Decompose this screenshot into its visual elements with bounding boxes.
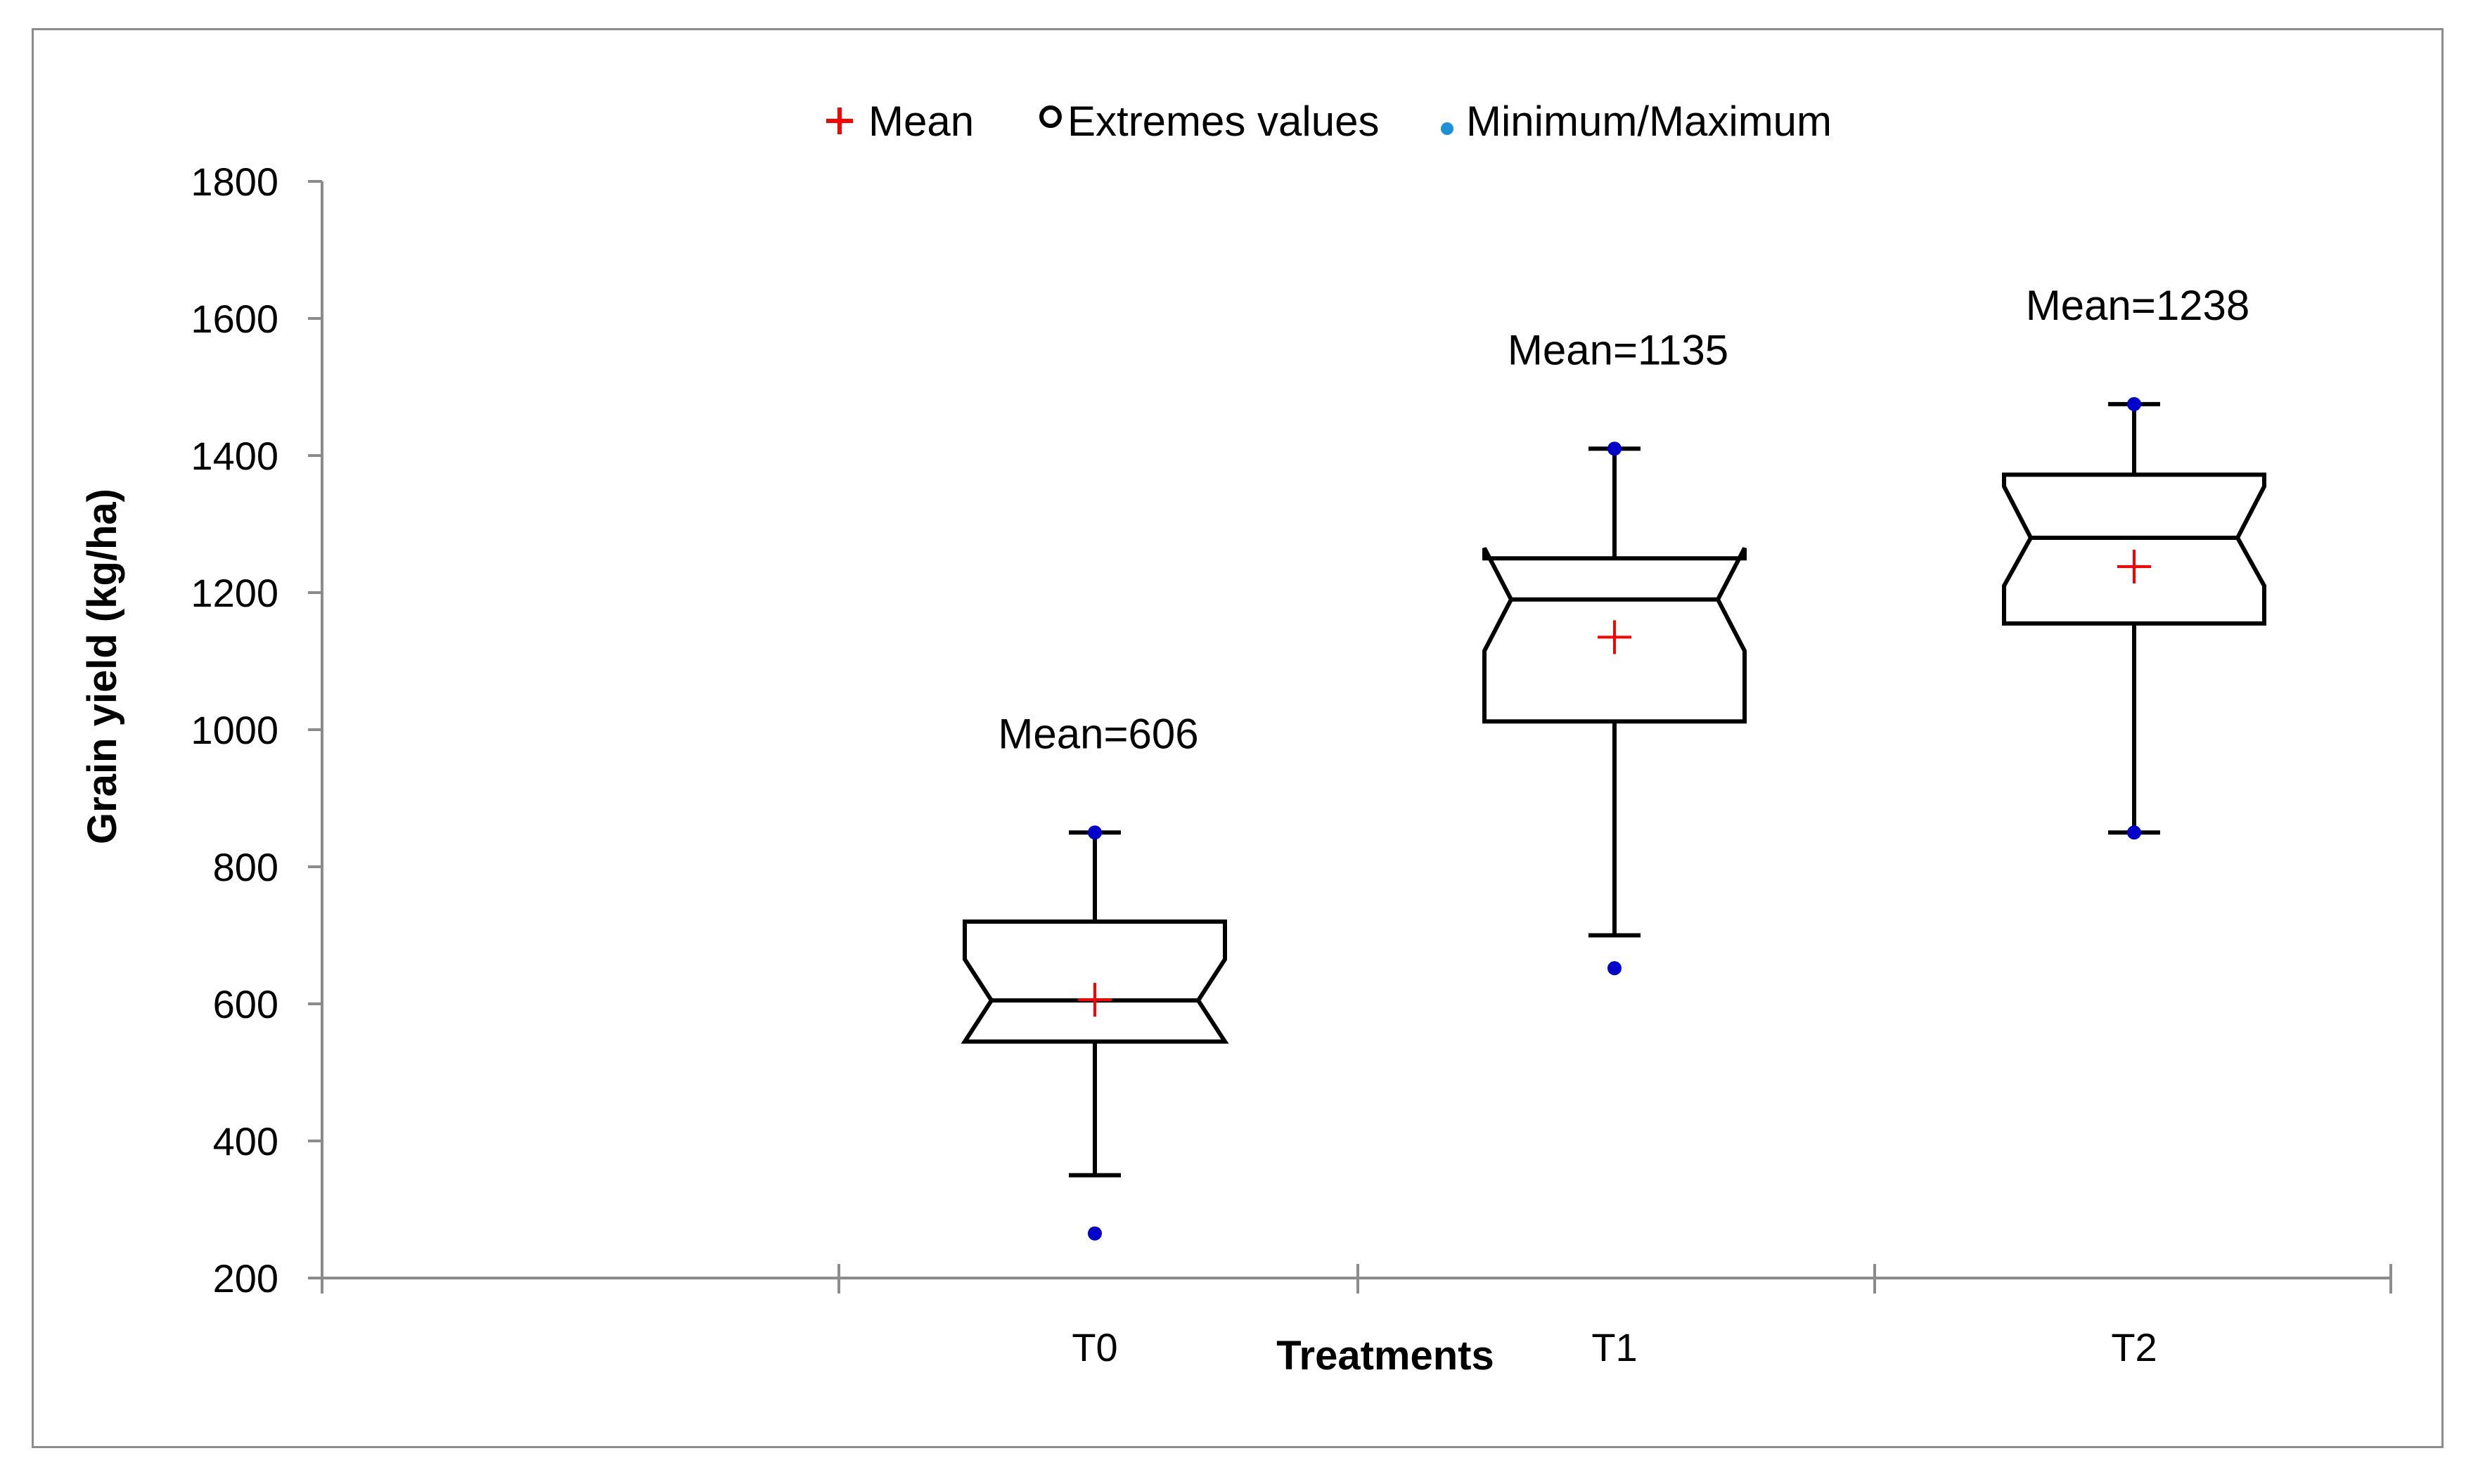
maximum-point: [2127, 396, 2141, 411]
y-tick-label: 200: [213, 1256, 278, 1301]
minimum-point: [1607, 961, 1622, 976]
x-tick-label: T0: [1072, 1325, 1117, 1369]
box-body: [2002, 472, 2266, 626]
maximum-point: [1607, 441, 1622, 456]
legend-extremes-icon: [1039, 105, 1062, 128]
mean-marker: [2117, 549, 2151, 583]
legend-mean-icon: [826, 108, 853, 134]
x-tick-label: T1: [1591, 1325, 1637, 1369]
minimum-point: [1088, 1226, 1102, 1241]
maximum-point: [1088, 825, 1102, 840]
box-t1: Mean=1135: [1482, 326, 1747, 976]
x-axis: T0 T1 T2: [321, 1264, 2392, 1369]
box-series: Mean=606 Mean=1135 Mean=1238: [961, 282, 2266, 1241]
minimum-point: [2127, 825, 2141, 840]
mean-annotation: Mean=606: [998, 710, 1198, 757]
legend-extremes-label: Extremes values: [1067, 98, 1380, 145]
y-tick-label: 600: [213, 982, 278, 1026]
y-tick-label: 800: [213, 845, 278, 889]
box-t0: Mean=606: [961, 710, 1229, 1241]
y-tick-label: 1800: [191, 160, 278, 204]
y-tick-label: 1600: [191, 297, 278, 341]
mean-annotation: Mean=1238: [2026, 282, 2250, 329]
chart-frame: [32, 28, 2444, 1448]
y-tick-label: 1200: [191, 571, 278, 615]
y-axis-title: Grain yield (kg/ha): [79, 489, 125, 844]
mean-marker: [1078, 983, 1112, 1017]
legend-mean-label: Mean: [868, 98, 974, 145]
box-body: [961, 920, 1229, 1044]
mean-marker: [1598, 620, 1631, 654]
y-tick-label: 400: [213, 1119, 278, 1163]
legend-minmax-label: Minimum/Maximum: [1466, 98, 1832, 145]
mean-annotation: Mean=1135: [1508, 326, 1728, 373]
y-tick-label: 1000: [191, 708, 278, 752]
legend-minmax-icon: [1441, 122, 1453, 135]
y-tick-label: 1400: [191, 434, 278, 478]
y-axis: 200 400 600 800 1000 1200 1400 1600 1800: [191, 160, 323, 1301]
x-axis-title: Treatments: [1276, 1333, 1494, 1379]
box-t2: Mean=1238: [2002, 282, 2266, 840]
legend: Mean Extremes values Minimum/Maximum: [826, 98, 1832, 145]
x-tick-label: T2: [2111, 1325, 2157, 1369]
